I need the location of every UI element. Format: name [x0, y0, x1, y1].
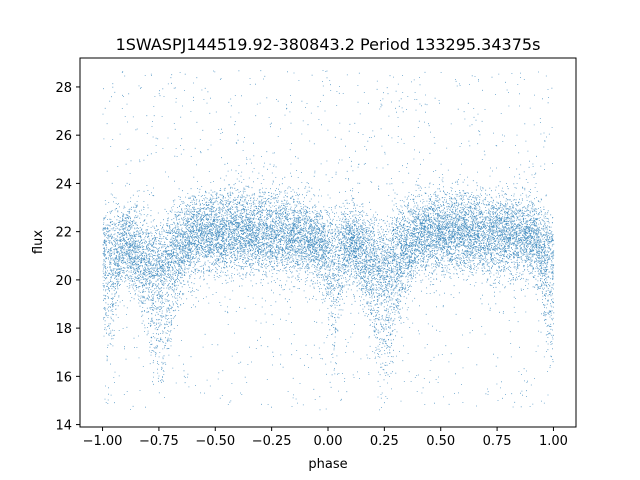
y-tick-label: 22 [55, 226, 72, 241]
x-tick-label: 0.50 [426, 434, 455, 449]
data-points [102, 70, 555, 411]
x-tick-label: −0.75 [139, 434, 179, 449]
x-tick-label: 1.00 [539, 434, 568, 449]
y-axis-label: flux [31, 230, 46, 254]
x-tick-label: 0.25 [370, 434, 399, 449]
x-tick-label: −0.25 [252, 434, 292, 449]
y-tick-label: 26 [55, 129, 72, 144]
y-tick-label: 24 [55, 177, 72, 192]
chart-title: 1SWASPJ144519.92-380843.2 Period 133295.… [116, 35, 541, 54]
y-tick-label: 28 [55, 81, 72, 96]
x-axis: −1.00 −0.75 −0.50 −0.25 0.00 0.25 0.50 0.75 1.00 [83, 427, 568, 449]
x-axis-label: phase [308, 457, 347, 472]
x-tick-label: −1.00 [83, 434, 123, 449]
y-axis: 14 16 18 20 22 24 26 28 [55, 81, 80, 434]
flux-points [102, 70, 555, 411]
x-tick-label: 0.75 [483, 434, 512, 449]
x-tick-label: −0.50 [195, 434, 235, 449]
x-tick-label: 0.00 [314, 434, 343, 449]
y-tick-label: 18 [55, 322, 72, 337]
y-tick-label: 20 [55, 274, 72, 289]
y-tick-label: 16 [55, 370, 72, 385]
y-tick-label: 14 [55, 419, 72, 434]
